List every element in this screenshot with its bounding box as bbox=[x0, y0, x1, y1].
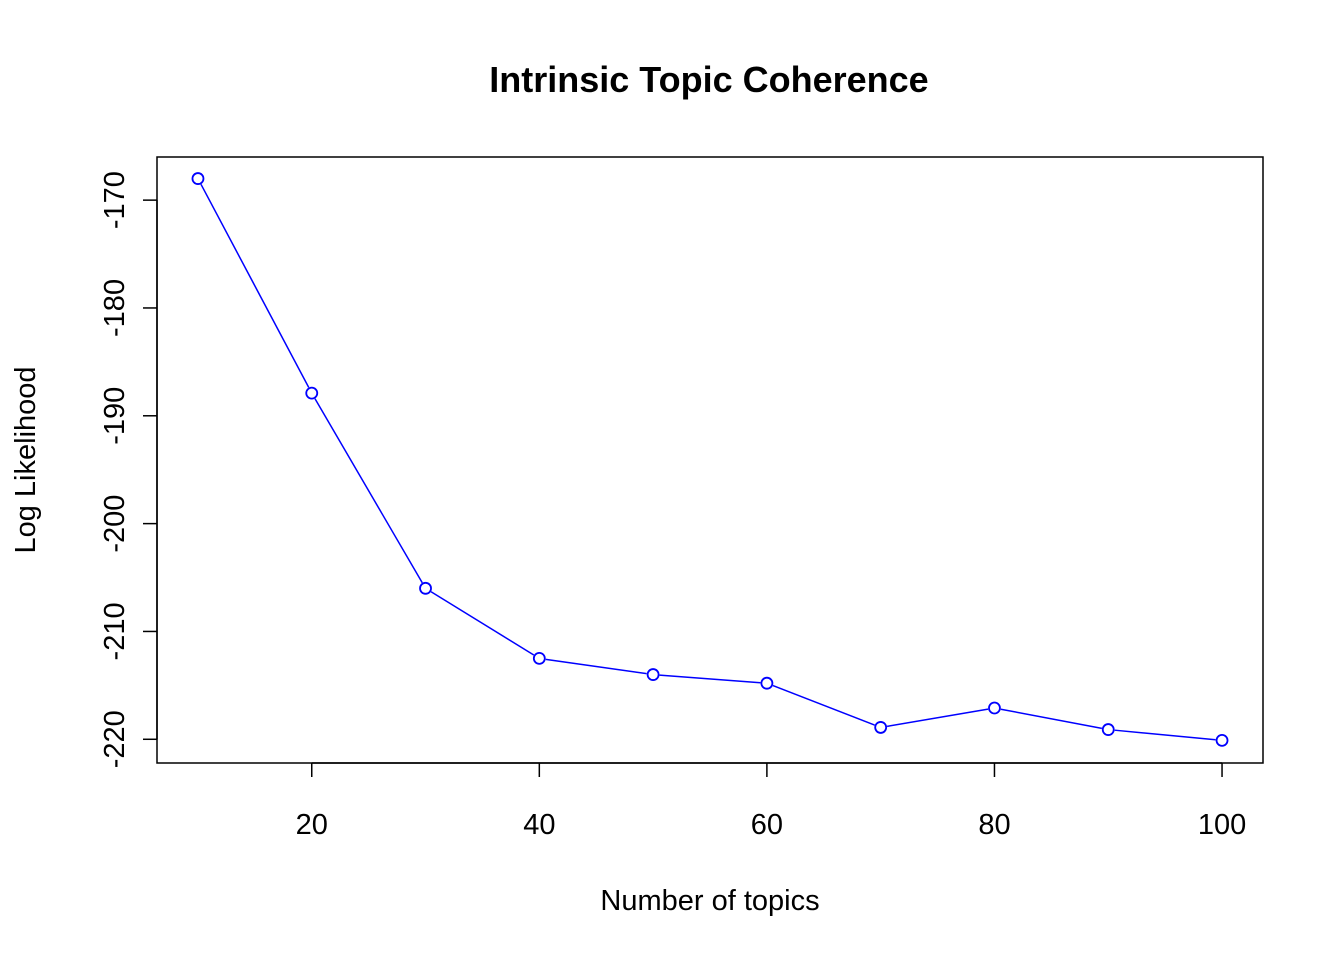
series-line-segment bbox=[659, 674, 761, 684]
series-line-segment bbox=[1114, 729, 1216, 741]
data-point bbox=[1215, 733, 1229, 747]
data-point bbox=[988, 701, 1001, 715]
series-line-segment bbox=[314, 398, 423, 584]
plot-frame bbox=[156, 156, 1264, 764]
x-axis-label: Number of topics bbox=[600, 885, 819, 917]
series-line-segment bbox=[430, 591, 535, 656]
y-tick-label: -170 bbox=[99, 171, 131, 229]
x-tick-label: 20 bbox=[296, 809, 328, 841]
x-tick-label: 60 bbox=[751, 809, 783, 841]
y-tick-label: -210 bbox=[99, 602, 131, 660]
series-line-segment bbox=[772, 684, 875, 726]
y-tick-label: -190 bbox=[99, 387, 131, 445]
data-point bbox=[646, 668, 660, 681]
series-line-segment bbox=[1000, 708, 1103, 730]
y-axis: -170 -180 -190 -200 -210 -220 bbox=[99, 171, 158, 768]
data-point bbox=[191, 172, 205, 185]
data-point bbox=[760, 676, 774, 690]
x-axis: 20 40 60 80 100 bbox=[296, 762, 1246, 841]
x-tick-label: 100 bbox=[1198, 809, 1246, 841]
series-line-segment bbox=[886, 708, 989, 728]
data-point bbox=[532, 652, 546, 665]
y-tick-label: -180 bbox=[99, 279, 131, 337]
y-tick-label: -200 bbox=[99, 495, 131, 553]
data-point bbox=[1101, 723, 1115, 736]
data-point bbox=[419, 581, 432, 595]
data-point bbox=[874, 721, 888, 734]
series-layer bbox=[191, 172, 1229, 747]
y-axis-label: Log Likelihood bbox=[10, 366, 42, 553]
x-tick-label: 80 bbox=[978, 809, 1010, 841]
x-tick-label: 40 bbox=[523, 809, 555, 841]
series-line-segment bbox=[200, 183, 310, 388]
series-line-segment bbox=[545, 658, 647, 675]
chart-title: Intrinsic Topic Coherence bbox=[489, 59, 928, 100]
data-point bbox=[305, 386, 319, 400]
y-tick-label: -220 bbox=[99, 710, 131, 768]
